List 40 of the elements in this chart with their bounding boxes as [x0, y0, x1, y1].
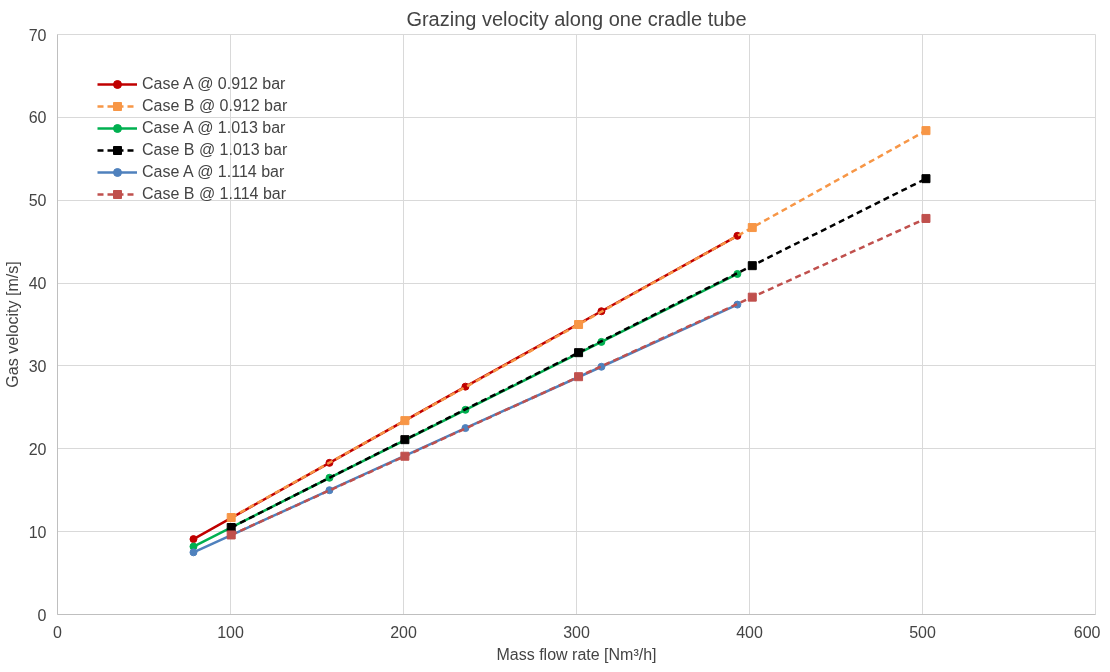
point [400, 451, 410, 461]
x-tick-label: 100 [217, 623, 244, 641]
x-tick-label: 200 [390, 623, 417, 641]
x-tick-label: 600 [1073, 623, 1101, 641]
point [921, 126, 931, 136]
point [574, 348, 584, 358]
x-tick-label: 300 [563, 623, 590, 641]
x-tick-label: 400 [736, 623, 763, 641]
point [747, 223, 757, 233]
y-axis-title: Gas velocity [m/s] [3, 261, 21, 388]
point [747, 261, 757, 271]
point [400, 416, 410, 426]
y-tick-label: 70 [28, 26, 47, 44]
point [574, 320, 584, 329]
y-tick-label: 20 [28, 440, 47, 458]
point [226, 513, 236, 523]
point [189, 535, 198, 544]
y-tick-label: 60 [28, 109, 47, 127]
y-tick-label: 40 [28, 275, 47, 293]
point [574, 372, 584, 382]
point [226, 530, 236, 540]
x-axis-title: Mass flow rate [Nm³/h] [496, 645, 657, 663]
legend-label: Case B @ 1.013 bar [142, 141, 288, 159]
x-tick-label: 500 [909, 623, 936, 641]
legend-label: Case A @ 1.013 bar [142, 119, 286, 137]
legend-label: Case A @ 0.912 bar [142, 75, 286, 93]
point [400, 435, 410, 445]
y-tick-label: 10 [28, 523, 47, 541]
point [747, 292, 757, 302]
y-tick-label: 50 [28, 192, 47, 210]
legend-label: Case B @ 0.912 bar [142, 97, 288, 115]
chart-title: Grazing velocity along one cradle tube [406, 7, 747, 30]
legend-label: Case A @ 1.114 bar [142, 163, 285, 181]
y-tick-label: 30 [28, 357, 47, 375]
legend-label: Case B @ 1.114 bar [142, 185, 287, 203]
y-tick-label: 0 [37, 606, 47, 624]
point [189, 548, 198, 557]
x-tick-label: 0 [53, 623, 63, 641]
point [921, 213, 931, 223]
point [921, 174, 931, 184]
